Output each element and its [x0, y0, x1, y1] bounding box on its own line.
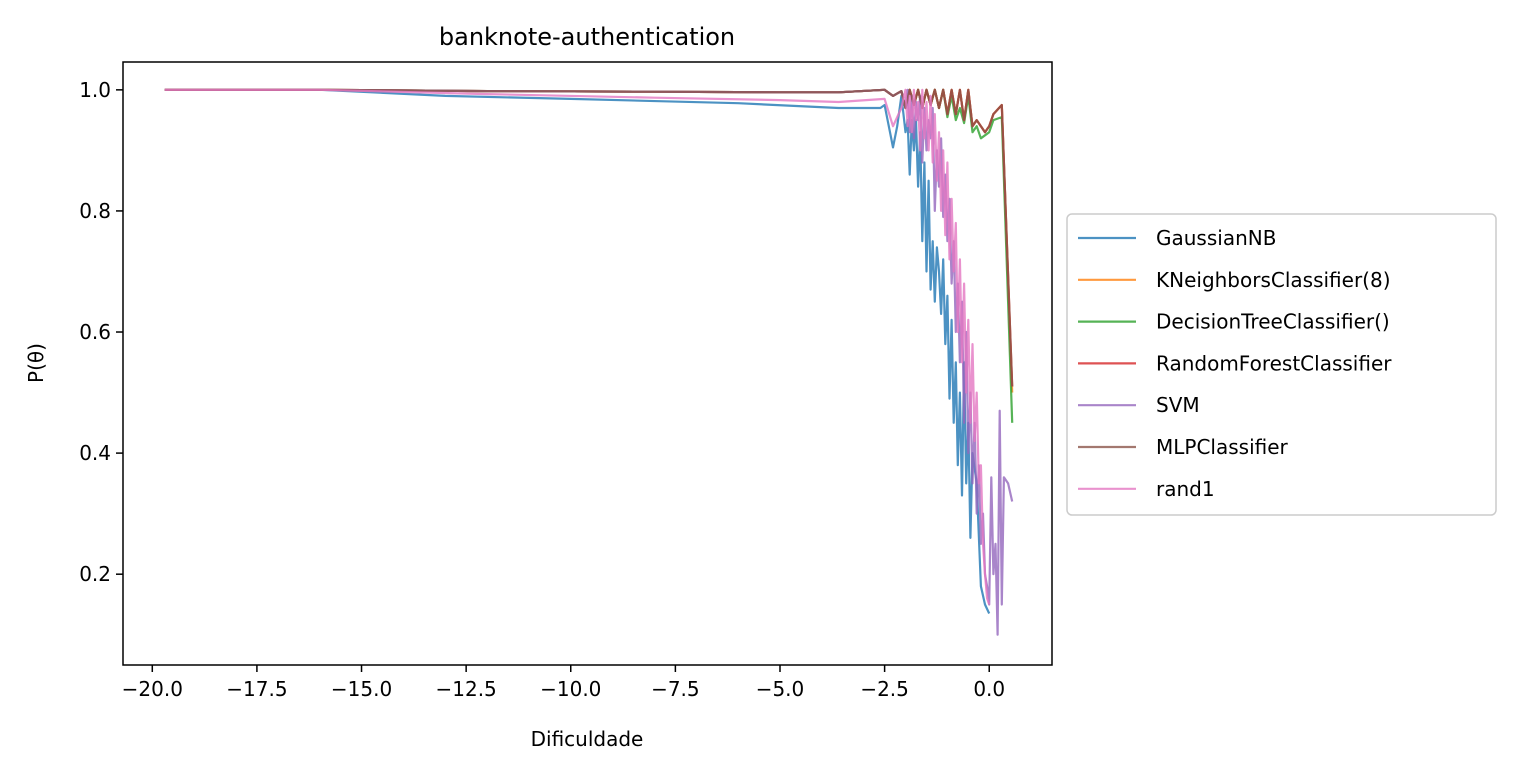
- series-line-2: [164, 88, 1014, 423]
- y-tick-label: 1.0: [79, 78, 111, 102]
- series-line-3: [164, 88, 1014, 387]
- x-tick-label: −15.0: [331, 677, 392, 701]
- legend-label-1: KNeighborsClassifier(8): [1156, 268, 1391, 292]
- series-line-1: [164, 88, 1014, 393]
- x-tick-label: −20.0: [122, 677, 183, 701]
- y-tick-label: 0.4: [79, 441, 111, 465]
- x-tick-label: −7.5: [651, 677, 700, 701]
- legend: GaussianNB KNeighborsClassifier(8) Decisio…: [1066, 213, 1497, 516]
- series-line-0: [164, 88, 991, 614]
- x-tick-label: −17.5: [226, 677, 287, 701]
- series-line-5: [164, 88, 1014, 387]
- series-line-4: [164, 88, 1014, 636]
- y-tick-label: 0.8: [79, 199, 111, 223]
- legend-label-2: DecisionTreeClassifier(): [1156, 310, 1390, 334]
- y-axis-ticks: 0.2 0.4 0.6 0.8 1.0: [79, 78, 123, 586]
- x-axis-label: Dificuldade: [531, 727, 644, 751]
- x-tick-label: 0.0: [973, 677, 1005, 701]
- x-axis-ticks: −20.0 −17.5 −15.0 −12.5 −10.0 −7.5 −5.0 −2.5 0.0: [122, 665, 1005, 701]
- legend-box: [1066, 213, 1497, 516]
- chart-title: banknote-authentication: [439, 23, 735, 51]
- legend-items: GaussianNB KNeighborsClassifier(8) Decisio…: [1078, 226, 1392, 501]
- legend-label-6: rand1: [1156, 477, 1215, 501]
- x-tick-label: −10.0: [540, 677, 601, 701]
- y-tick-label: 0.6: [79, 320, 111, 344]
- x-tick-label: −12.5: [435, 677, 496, 701]
- plot-frame: [122, 61, 1053, 666]
- x-tick-label: −2.5: [860, 677, 909, 701]
- legend-label-4: SVM: [1156, 393, 1200, 417]
- series-line-6: [164, 88, 991, 605]
- legend-label-3: RandomForestClassifier: [1156, 351, 1392, 375]
- legend-label-0: GaussianNB: [1156, 226, 1276, 250]
- y-tick-label: 0.2: [79, 562, 111, 586]
- plot-lines: [164, 88, 1014, 636]
- x-tick-label: −5.0: [756, 677, 805, 701]
- y-axis-label: P(θ): [24, 343, 48, 383]
- legend-label-5: MLPClassifier: [1156, 435, 1289, 459]
